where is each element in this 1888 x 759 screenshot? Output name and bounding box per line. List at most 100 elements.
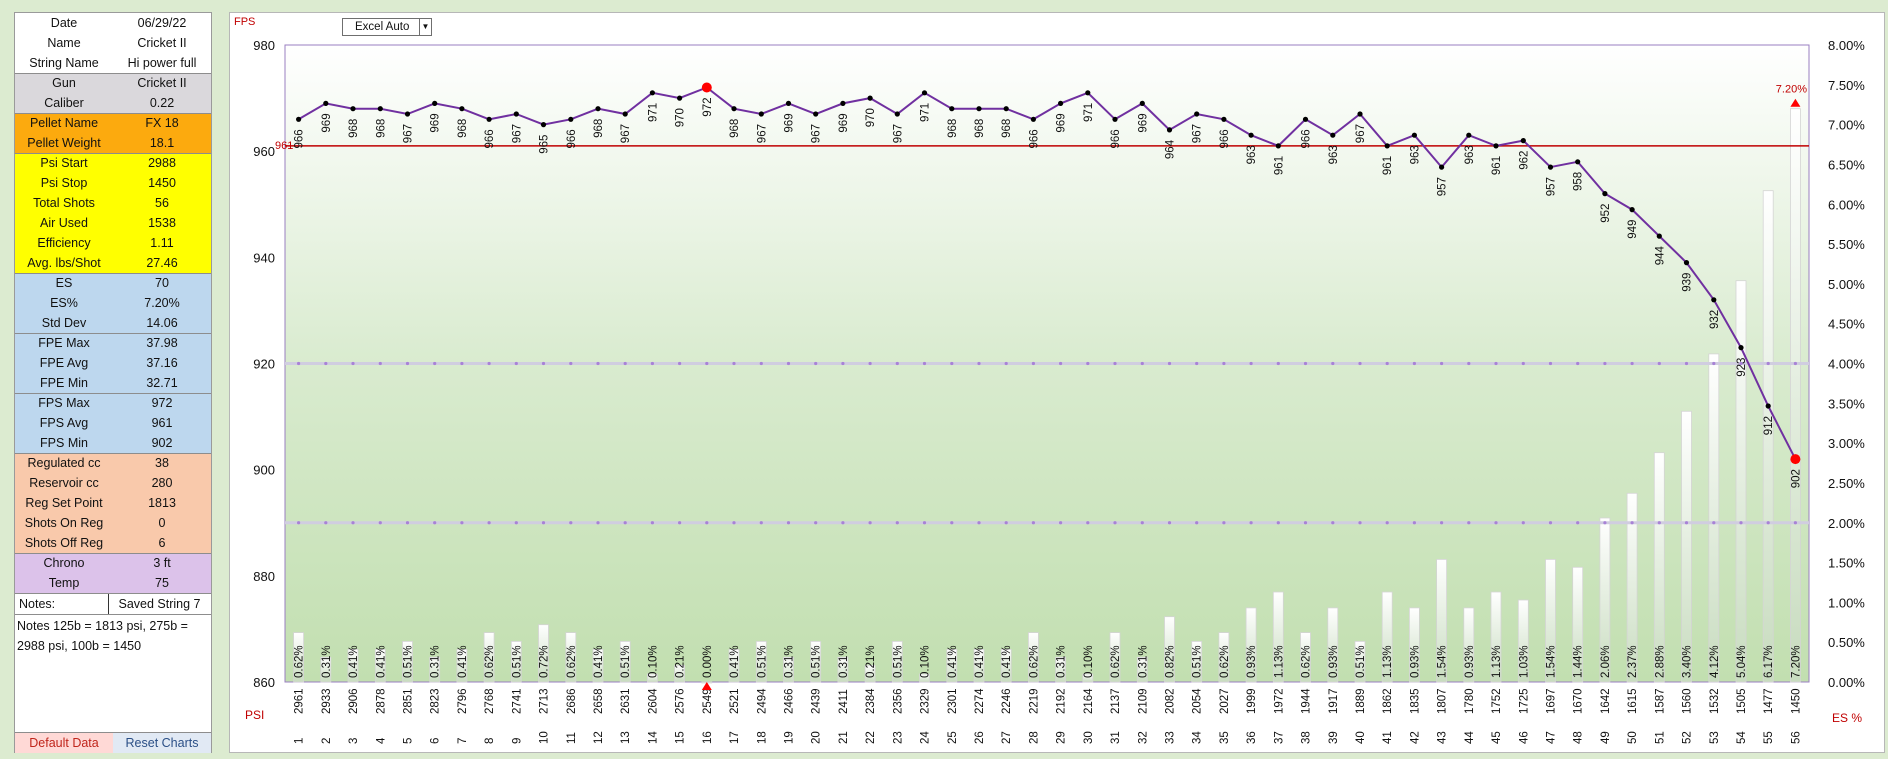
- stat-value: Hi power full: [127, 56, 197, 70]
- psi-label: 2796: [457, 688, 469, 714]
- es-bar: [592, 649, 604, 683]
- es-bar: [1055, 656, 1066, 683]
- stat-row: Shots On Reg 0: [15, 513, 211, 533]
- y2-tick-label: 7.50%: [1828, 78, 1865, 93]
- es-reference-dot: [1766, 521, 1770, 525]
- es-reference-dot: [514, 361, 518, 366]
- es-bar: [1653, 452, 1665, 683]
- stat-value: 38: [155, 456, 169, 470]
- stat-label: Psi Stop: [40, 176, 88, 190]
- fps-chart-card: 961 966 969 968 968 967 969 968 966 967 965 966 968…: [229, 12, 1885, 753]
- stat-value: 56: [155, 196, 169, 210]
- shot-number-label: 46: [1518, 731, 1530, 744]
- fps-point: [1275, 143, 1281, 149]
- y-tick-label: 960: [253, 144, 275, 159]
- es-percent-label: 7.20%: [1790, 645, 1802, 678]
- es-percent-label: 0.62%: [566, 645, 578, 678]
- shot-number-label: 41: [1382, 731, 1394, 744]
- fps-data-label: 968: [947, 119, 959, 138]
- psi-label: 1752: [1491, 688, 1503, 714]
- es-reference-dot: [1059, 361, 1063, 366]
- saved-string-field[interactable]: Saved String 7: [108, 594, 210, 614]
- shot-number-label: 34: [1192, 731, 1204, 744]
- es-bar: [1218, 632, 1230, 683]
- psi-label: 1450: [1790, 688, 1802, 714]
- es-bar: [402, 641, 413, 683]
- es-percent-label: 0.51%: [403, 645, 415, 678]
- es-reference-dot: [1358, 361, 1362, 366]
- stat-value: 7.20%: [144, 296, 180, 310]
- fps-data-label: 961: [1382, 156, 1394, 175]
- es-reference-dot: [1412, 521, 1416, 525]
- fps-point: [813, 111, 819, 117]
- es-bar: [1463, 607, 1475, 683]
- stat-row: FPS Max 972: [15, 393, 211, 413]
- es-reference-dot: [650, 521, 654, 525]
- psi-label: 2604: [647, 688, 659, 714]
- stat-row: FPE Min 32.71: [15, 373, 211, 393]
- shot-number-label: 7: [457, 738, 469, 744]
- fps-point: [1711, 297, 1717, 303]
- es-reference-dot: [1684, 521, 1689, 525]
- es-reference-dot: [1276, 521, 1280, 525]
- es-reference-dot: [433, 361, 437, 366]
- dropdown-arrow-icon[interactable]: ▼: [419, 19, 431, 35]
- es-bar: [755, 641, 767, 683]
- es-percent-label: 1.13%: [1382, 645, 1394, 678]
- stat-row: Pellet Weight 18.1: [15, 133, 211, 153]
- psi-label: 2961: [294, 688, 306, 714]
- psi-label: 1697: [1546, 688, 1558, 714]
- es-bar: [1109, 632, 1121, 683]
- stat-row: Air Used 1538: [15, 213, 211, 233]
- es-bar: [1136, 656, 1148, 683]
- fps-series-line: [298, 86, 1797, 460]
- chart-mode-select[interactable]: Excel Auto ▼: [342, 18, 432, 36]
- es-bar: [919, 673, 930, 683]
- stat-row: Psi Start 2988: [15, 153, 211, 173]
- es-percent-label: 0.41%: [375, 645, 387, 678]
- es-reference-dot: [1167, 521, 1172, 525]
- psi-label: 1532: [1709, 688, 1721, 714]
- es-reference-dot: [1004, 521, 1008, 525]
- es-reference-dot: [1739, 361, 1743, 366]
- shot-number-label: 9: [511, 738, 523, 744]
- fps-point: [1112, 116, 1118, 122]
- es-percent-label: 0.41%: [947, 645, 959, 678]
- stat-row: String Name Hi power full: [15, 53, 211, 73]
- fps-data-label: 939: [1682, 273, 1694, 292]
- notes-text[interactable]: Notes 125b = 1813 psi, 275b = 2988 psi, …: [17, 619, 188, 653]
- es-bar: [646, 673, 658, 683]
- default-data-button[interactable]: Default Data: [15, 733, 113, 753]
- fps-point: [1248, 132, 1254, 138]
- shot-number-label: 19: [784, 731, 796, 744]
- fps-point: [1466, 132, 1472, 138]
- reset-charts-button[interactable]: Reset Charts: [113, 733, 211, 753]
- shot-number-label: 32: [1137, 731, 1149, 744]
- es-bar: [1762, 190, 1774, 683]
- es-reference-dot: [1603, 521, 1607, 525]
- fps-data-label: 957: [1546, 177, 1558, 196]
- fps-point: [1384, 143, 1390, 149]
- es-reference-dot: [569, 361, 573, 366]
- stat-label: String Name: [29, 56, 99, 70]
- es-bar: [429, 656, 441, 683]
- es-percent-label: 0.93%: [1328, 645, 1340, 678]
- fps-point: [949, 106, 955, 112]
- es-bar: [1735, 280, 1747, 683]
- es-bar: [783, 656, 794, 683]
- stat-label: FPE Max: [38, 336, 90, 350]
- group-separator: [15, 153, 211, 154]
- stat-row: Efficiency 1.11: [15, 233, 211, 253]
- shot-number-label: 17: [729, 731, 741, 744]
- es-percent-label: 0.41%: [729, 645, 741, 678]
- es-percent-label: 0.62%: [1110, 645, 1122, 678]
- es-reference-dot: [759, 361, 763, 366]
- shot-number-label: 22: [865, 731, 877, 744]
- stat-value: 75: [155, 576, 169, 590]
- es-bar: [810, 641, 822, 683]
- es-reference-dot: [650, 361, 654, 366]
- es-reference-dot: [569, 521, 573, 525]
- stat-label: Avg. lbs/Shot: [27, 256, 101, 270]
- es-percent-label: 0.41%: [593, 645, 605, 678]
